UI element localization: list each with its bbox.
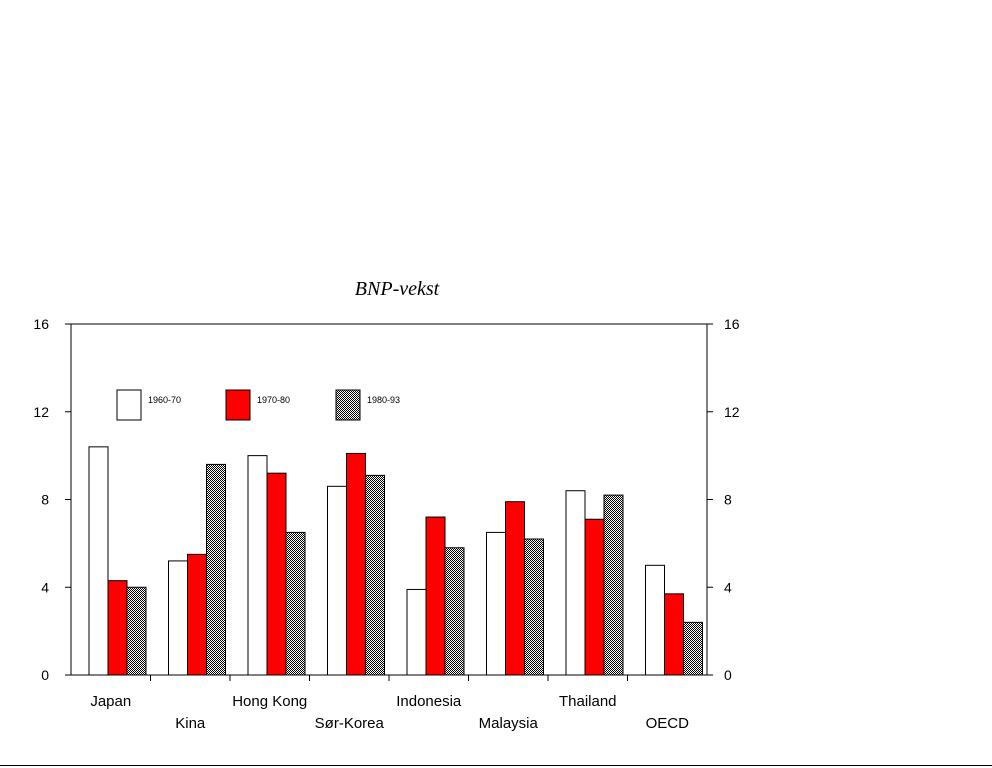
category-label: Thailand xyxy=(559,693,617,710)
bar-1960-70 xyxy=(645,564,665,676)
y-tick-label-left: 4 xyxy=(41,579,49,595)
legend: 1960-70 1970-80 1980-93 xyxy=(116,389,400,421)
bar-1960-70 xyxy=(88,446,109,676)
bar-1980-93 xyxy=(683,621,703,676)
bar-1980-93 xyxy=(285,531,306,676)
legend-swatch-1960-70 xyxy=(116,389,142,421)
y-tick-label-left: 0 xyxy=(41,667,49,683)
bar-1960-70 xyxy=(486,531,506,676)
y-tick-label-right: 8 xyxy=(724,492,732,508)
category-labels: Japan Kina Hong Kong Sør-Korea Indonesia Mala… xyxy=(90,693,689,732)
legend-swatch-1970-80 xyxy=(225,389,251,421)
y-tick-label-left: 12 xyxy=(33,404,49,420)
category-label: OECD xyxy=(646,715,690,732)
y-tick-label-right: 16 xyxy=(724,316,740,332)
bar-1970-80 xyxy=(187,553,207,676)
bar-1960-70 xyxy=(565,490,586,676)
y-tick-label-left: 8 xyxy=(41,492,49,508)
bar-1970-80 xyxy=(107,580,128,676)
category-label: Sør-Korea xyxy=(315,715,385,732)
bar-1980-93 xyxy=(524,538,544,676)
bar-1960-70 xyxy=(247,455,268,676)
bars xyxy=(88,446,703,676)
bar-1970-80 xyxy=(425,516,446,676)
bar-1970-80 xyxy=(266,472,287,676)
bar-1960-70 xyxy=(406,588,427,676)
bar-1980-93 xyxy=(444,547,465,676)
legend-label: 1980-93 xyxy=(367,395,400,405)
y-tick-label-left: 16 xyxy=(33,316,49,332)
bar-1970-80 xyxy=(664,593,684,676)
bar-1980-93 xyxy=(206,463,226,676)
category-label: Japan xyxy=(90,693,131,710)
bar-1980-93 xyxy=(126,586,147,676)
bottom-divider xyxy=(0,765,992,766)
bar-1980-93 xyxy=(365,474,385,676)
legend-label: 1970-80 xyxy=(257,395,290,405)
category-label: Hong Kong xyxy=(232,693,307,710)
category-label: Kina xyxy=(175,715,206,732)
bar-1970-80 xyxy=(505,501,525,676)
bar-1960-70 xyxy=(327,485,347,676)
legend-swatch-1980-93 xyxy=(335,389,361,421)
legend-label: 1960-70 xyxy=(148,395,181,405)
bar-1970-80 xyxy=(584,518,605,676)
bar-1980-93 xyxy=(603,494,624,676)
y-tick-label-right: 0 xyxy=(724,667,732,683)
chart-title: BNP-vekst xyxy=(355,278,440,300)
category-label: Malaysia xyxy=(479,715,539,732)
y-tick-label-right: 12 xyxy=(724,404,740,420)
bar-1960-70 xyxy=(168,560,188,676)
category-label: Indonesia xyxy=(396,693,462,710)
bar-1970-80 xyxy=(346,452,366,676)
axis-ticks: 0 4 8 12 16 0 4 8 12 16 xyxy=(33,316,739,683)
y-tick-label-right: 4 xyxy=(724,579,732,595)
